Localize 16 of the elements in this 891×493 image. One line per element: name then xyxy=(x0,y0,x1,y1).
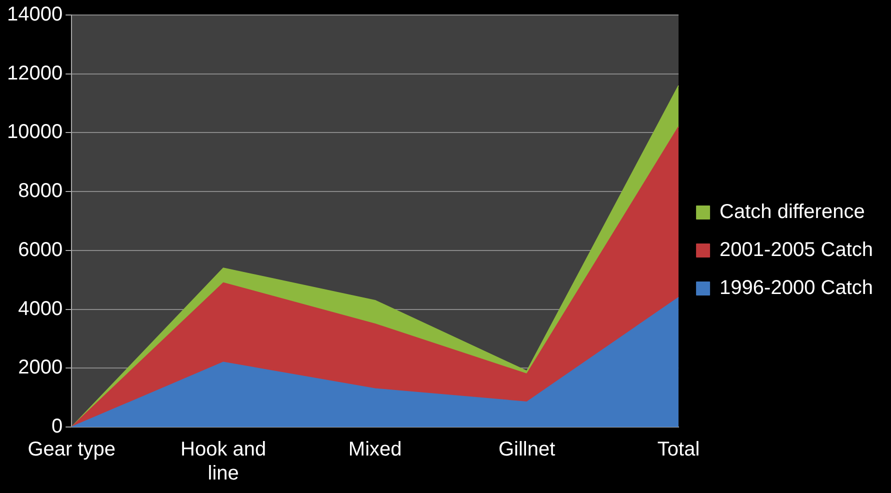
legend-label: 2001-2005 Catch xyxy=(720,239,874,262)
x-tick-label: Hook and line xyxy=(180,438,266,485)
x-tick-label: Mixed xyxy=(348,438,402,461)
y-tick-label: 4000 xyxy=(18,298,63,320)
x-tick-label: Gear type xyxy=(28,438,116,461)
legend-label: 1996-2000 Catch xyxy=(720,277,874,300)
y-tick-label: 6000 xyxy=(18,238,63,261)
y-tick-label: 0 xyxy=(51,416,63,438)
y-tick-label: 10000 xyxy=(6,121,63,144)
y-tick-label: 8000 xyxy=(18,180,63,202)
legend-label: Catch difference xyxy=(720,201,865,224)
y-tick-label: 14000 xyxy=(6,4,63,26)
x-tick-label: Total xyxy=(657,438,700,461)
y-tick-label: 2000 xyxy=(18,356,63,379)
x-tick-label: Gillnet xyxy=(498,438,556,461)
y-tick-label: 12000 xyxy=(6,62,63,84)
